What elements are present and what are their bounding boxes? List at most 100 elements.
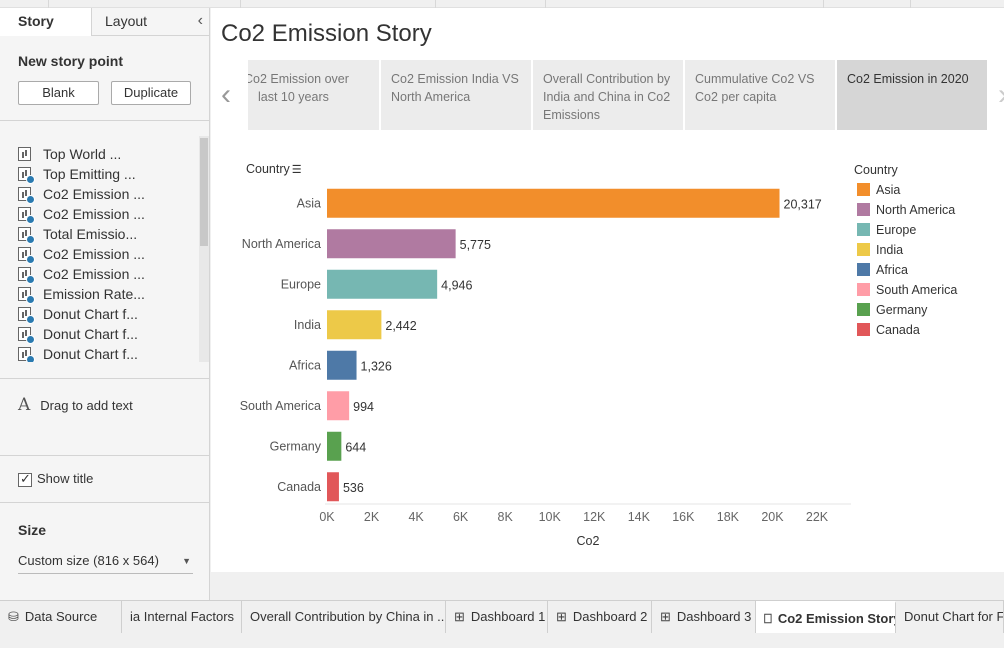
- top-strip: [0, 0, 1004, 8]
- chevron-down-icon: ▼: [182, 556, 191, 566]
- bar[interactable]: [327, 350, 357, 380]
- sheet-list-item[interactable]: Co2 Emission ...: [18, 184, 198, 204]
- sheet-list-item[interactable]: Top Emitting ...: [18, 164, 198, 184]
- legend-swatch: [857, 203, 870, 216]
- category-label: Asia: [297, 196, 321, 210]
- story-canvas: Co2 Emission Story Co2 Emission over las…: [211, 8, 1004, 572]
- tab-story[interactable]: Story: [0, 8, 92, 36]
- in-use-check-icon: [26, 335, 35, 344]
- x-tick-label: 20K: [761, 510, 784, 524]
- in-use-check-icon: [26, 235, 35, 244]
- sheet-tab-label: Data Source: [24, 609, 98, 624]
- x-tick-label: 16K: [672, 510, 695, 524]
- bar[interactable]: [327, 391, 350, 421]
- divider: [0, 378, 210, 379]
- previous-story-point-icon[interactable]: ‹: [221, 78, 231, 111]
- dimension-header[interactable]: Country ☰: [246, 162, 302, 176]
- bar[interactable]: [327, 472, 339, 502]
- sheet-list-scroll-thumb[interactable]: [200, 138, 208, 246]
- size-dropdown[interactable]: Custom size (816 x 564) ▼: [18, 552, 193, 574]
- drag-text-item[interactable]: A Drag to add text: [18, 395, 133, 415]
- divider: [0, 455, 210, 456]
- x-tick-label: 4K: [408, 510, 424, 524]
- sheet-list-item-label: Co2 Emission ...: [43, 266, 145, 282]
- sheet-list-item[interactable]: Emission Rate...: [18, 284, 198, 304]
- data-label: 1,326: [361, 359, 392, 373]
- x-tick-label: 22K: [806, 510, 829, 524]
- category-label: South America: [240, 399, 321, 413]
- sheet-tab[interactable]: Donut Chart for Fla: [896, 601, 1004, 633]
- sheet-list-item-label: Top World ...: [43, 146, 122, 162]
- legend-swatch: [857, 263, 870, 276]
- x-tick-label: 0K: [319, 510, 335, 524]
- data-label: 2,442: [385, 319, 416, 333]
- sheet-list-item-label: Donut Chart f...: [43, 346, 138, 362]
- bar[interactable]: [327, 269, 438, 299]
- sort-icon[interactable]: ☰: [291, 164, 302, 176]
- divider: [0, 120, 210, 121]
- sheet-tab[interactable]: ⊞ Dashboard 3: [652, 601, 756, 633]
- story-point-4[interactable]: Cummulative Co2 VS Co2 per capita: [685, 60, 835, 130]
- dimension-header-label: Country: [246, 162, 290, 176]
- tab-layout[interactable]: Layout: [105, 13, 148, 29]
- sheet-tab-label: Donut Chart for Fla: [904, 609, 1004, 624]
- sheet-tab[interactable]: ⊞ Dashboard 1: [446, 601, 548, 633]
- story-point-3[interactable]: Overall Contribution by India and China …: [533, 60, 683, 130]
- data-label: 644: [345, 440, 366, 454]
- sheet-list-item[interactable]: Co2 Emission ...: [18, 264, 198, 284]
- bar[interactable]: [327, 431, 342, 461]
- data-label: 4,946: [441, 278, 472, 292]
- checkbox-icon[interactable]: [18, 471, 32, 487]
- x-tick-label: 6K: [453, 510, 469, 524]
- bar[interactable]: [327, 229, 456, 259]
- show-title-checkbox[interactable]: Show title: [18, 471, 93, 487]
- sheet-list-item[interactable]: Donut Chart f...: [18, 324, 198, 344]
- sheet-list-item[interactable]: Total Emissio...: [18, 224, 198, 244]
- canvas-margin: [211, 572, 1004, 600]
- in-use-check-icon: [26, 355, 35, 362]
- legend-label: Africa: [876, 263, 908, 277]
- dashboard-icon: ⊞: [556, 609, 567, 624]
- bar[interactable]: [327, 188, 780, 218]
- in-use-check-icon: [26, 275, 35, 284]
- legend-label: India: [876, 243, 904, 257]
- sheet-tab[interactable]: ⊞ Dashboard 2: [548, 601, 652, 633]
- show-title-label: Show title: [37, 471, 94, 486]
- x-tick-label: 18K: [717, 510, 740, 524]
- sheet-tab-label: ia Internal Factors: [130, 609, 235, 624]
- sheet-tab[interactable]: ⛁ Data Source: [0, 601, 122, 633]
- story-icon: ⎕: [764, 611, 772, 626]
- blank-button[interactable]: Blank: [18, 81, 99, 105]
- text-object-icon: A: [18, 395, 31, 415]
- bar-chart: Asia 20,317 North America 5,775 Europe 4,946 I…: [240, 188, 851, 548]
- story-title: Co2 Emission Story: [221, 20, 432, 47]
- story-point-2[interactable]: Co2 Emission India VS North America: [381, 60, 531, 130]
- sheet-list-item[interactable]: Donut Chart f...: [18, 344, 198, 362]
- drag-text-label: Drag to add text: [40, 398, 133, 413]
- sheet-list-item[interactable]: Co2 Emission ...: [18, 204, 198, 224]
- sheet-list-scrollbar[interactable]: [199, 136, 209, 362]
- divider: [0, 502, 210, 503]
- sheet-list-item[interactable]: Co2 Emission ...: [18, 244, 198, 264]
- dashboard-icon: ⊞: [660, 609, 671, 624]
- legend-label: North America: [876, 203, 956, 217]
- sheet-list-item[interactable]: Donut Chart f...: [18, 304, 198, 324]
- sheet-list-item[interactable]: Top World ...: [18, 144, 198, 164]
- story-point-5[interactable]: Co2 Emission in 2020: [837, 60, 987, 130]
- legend-label: Asia: [876, 183, 901, 197]
- data-label: 5,775: [460, 238, 491, 252]
- sheet-tab-label: Dashboard 2: [572, 609, 648, 624]
- sheet-list-item-label: Co2 Emission ...: [43, 206, 145, 222]
- sheet-tab[interactable]: Overall Contribution by China in ...: [242, 601, 446, 633]
- new-story-point-heading: New story point: [18, 53, 124, 69]
- collapse-pane-icon[interactable]: ‹: [197, 12, 203, 29]
- sheet-tab[interactable]: ⎕ Co2 Emission Story: [756, 601, 896, 633]
- next-story-point-icon[interactable]: ›: [998, 78, 1004, 112]
- bar[interactable]: [327, 310, 382, 340]
- story-point-1[interactable]: Co2 Emission over last 10 years: [248, 60, 379, 130]
- duplicate-button[interactable]: Duplicate: [111, 81, 191, 105]
- dashboard-icon: ⊞: [454, 609, 465, 624]
- legend-label: Canada: [876, 323, 920, 337]
- sheet-tab[interactable]: ia Internal Factors: [122, 601, 242, 633]
- legend-label: Germany: [876, 303, 928, 317]
